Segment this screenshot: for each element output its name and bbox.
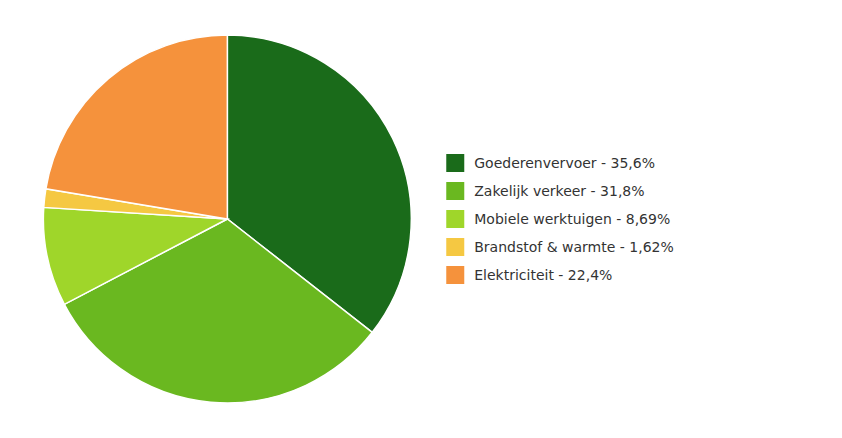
legend-label: Brandstof & warmte - 1,62% [474,239,674,255]
legend-swatch [446,210,464,228]
pie-slice [43,207,227,304]
legend-swatch [446,266,464,284]
legend-swatch [446,154,464,172]
legend-swatch [446,238,464,256]
legend-item: Zakelijk verkeer - 31,8% [446,182,644,200]
legend-label: Elektriciteit - 22,4% [474,267,612,283]
legend-swatch [446,182,464,200]
legend-label: Goederenvervoer - 35,6% [474,155,655,171]
legend-item: Brandstof & warmte - 1,62% [446,238,674,256]
legend-label: Zakelijk verkeer - 31,8% [474,183,644,199]
pie [43,35,411,403]
pie-slice [46,35,227,219]
legend-item: Goederenvervoer - 35,6% [446,154,655,172]
chart: Goederenvervoer - 35,6% Zakelijk verkeer … [0,0,842,438]
legend: Goederenvervoer - 35,6% Zakelijk verkeer … [446,154,674,284]
legend-item: Mobiele werktuigen - 8,69% [446,210,670,228]
legend-label: Mobiele werktuigen - 8,69% [474,211,670,227]
legend-item: Elektriciteit - 22,4% [446,266,612,284]
